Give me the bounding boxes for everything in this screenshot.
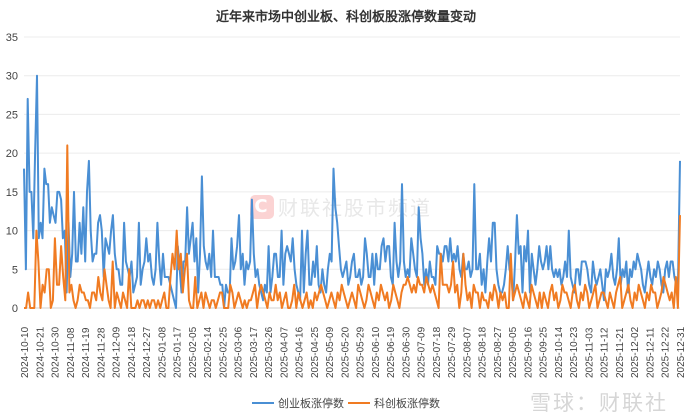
- y-tick-label: 20: [6, 148, 18, 160]
- x-tick-label: 2025-04-25: [310, 326, 321, 378]
- series-line-chuangye: [23, 74, 681, 309]
- watermark-xueqiu: 雪球：财联社: [530, 391, 668, 415]
- x-tick-label: 2025-02-05: [188, 326, 199, 378]
- x-tick-label: 2025-02-25: [218, 326, 229, 378]
- x-tick-label: 2025-11-21: [615, 327, 626, 378]
- x-tick-label: 2024-11-28: [96, 327, 107, 378]
- y-tick-label: 15: [6, 187, 18, 199]
- x-tick-label: 2025-09-25: [539, 326, 550, 378]
- x-tick-label: 2025-10-14: [554, 326, 565, 378]
- x-tick-label: 2025-09-16: [523, 326, 534, 378]
- x-tick-label: 2025-05-29: [356, 326, 367, 378]
- x-tick-label: 2025-03-17: [249, 326, 260, 378]
- x-tick-label: 2025-06-19: [386, 326, 397, 378]
- legend-label: 科创板涨停数: [374, 397, 440, 410]
- x-tick-label: 2024-12-18: [127, 326, 138, 378]
- x-tick-label: 2025-06-10: [371, 326, 382, 378]
- legend-swatch-blue: [252, 402, 274, 404]
- y-tick-label: 5: [12, 264, 18, 276]
- legend-label: 创业板涨停数: [278, 397, 344, 410]
- x-tick-label: 2025-02-14: [203, 326, 214, 378]
- x-tick-label: 2025-07-09: [417, 326, 428, 378]
- x-tick-label: 2025-07-18: [432, 326, 443, 378]
- x-tick-label: 2025-08-07: [462, 326, 473, 378]
- x-tick-label: 2025-03-06: [234, 326, 245, 378]
- y-tick-label: 30: [6, 71, 18, 83]
- x-tick-label: 2024-10-30: [51, 326, 62, 378]
- x-tick-label: 2025-12-22: [661, 326, 672, 378]
- y-tick-label: 35: [6, 32, 18, 44]
- chart-title: 近年来市场中创业板、科创板股涨停数量变动: [215, 10, 476, 25]
- x-axis: 2024-10-10 2024-10-21 2024-10-30 2024-11-08…: [20, 326, 687, 378]
- legend-item-kechuang: 科创板涨停数: [348, 395, 440, 411]
- x-tick-label: 2025-01-08: [157, 326, 168, 378]
- x-tick-label: 2024-10-21: [35, 326, 46, 378]
- x-tick-label: 2024-12-27: [142, 326, 153, 378]
- x-tick-label: 2025-12-31: [676, 326, 687, 378]
- x-tick-label: 2025-10-23: [569, 326, 580, 378]
- x-tick-label: 2024-11-19: [81, 327, 92, 378]
- legend: 创业板涨停数 科创板涨停数: [252, 395, 444, 411]
- x-tick-label: 2025-12-11: [645, 327, 656, 378]
- legend-item-chuangye: 创业板涨停数: [252, 395, 344, 411]
- series-line-kechuang: [24, 144, 681, 309]
- x-tick-label: 2025-12-02: [630, 326, 641, 378]
- watermark-center: C 财联社股市频道: [250, 192, 432, 221]
- x-tick-label: 2025-08-18: [478, 326, 489, 378]
- x-tick-label: 2024-12-09: [112, 326, 123, 378]
- x-tick-label: 2025-09-05: [508, 326, 519, 378]
- x-tick-label: 2025-11-12: [600, 327, 611, 378]
- x-tick-label: 2025-04-16: [295, 326, 306, 378]
- y-tick-label: 10: [6, 226, 18, 238]
- x-tick-label: 2025-08-27: [493, 326, 504, 378]
- x-tick-label: 2025-06-30: [401, 326, 412, 378]
- x-tick-label: 2025-11-03: [584, 327, 595, 378]
- legend-swatch-orange: [348, 402, 370, 404]
- x-tick-label: 2024-10-10: [20, 326, 31, 378]
- x-tick-label: 2025-04-07: [279, 326, 290, 378]
- x-tick-label: 2025-05-09: [325, 326, 336, 378]
- x-tick-label: 2025-07-29: [447, 326, 458, 378]
- watermark-logo-icon: C: [250, 194, 274, 219]
- y-tick-label: 0: [12, 303, 18, 315]
- y-tick-label: 25: [6, 109, 18, 121]
- x-tick-label: 2025-01-17: [173, 326, 184, 378]
- x-tick-label: 2025-05-20: [340, 326, 351, 378]
- y-axis: 0 5 10 15 20 25 30 35: [6, 32, 18, 315]
- x-tick-label: 2024-11-08: [66, 327, 77, 378]
- watermark-center-text: 财联社股市频道: [278, 196, 432, 220]
- x-tick-label: 2025-03-26: [264, 326, 275, 378]
- series-lines: [23, 74, 681, 309]
